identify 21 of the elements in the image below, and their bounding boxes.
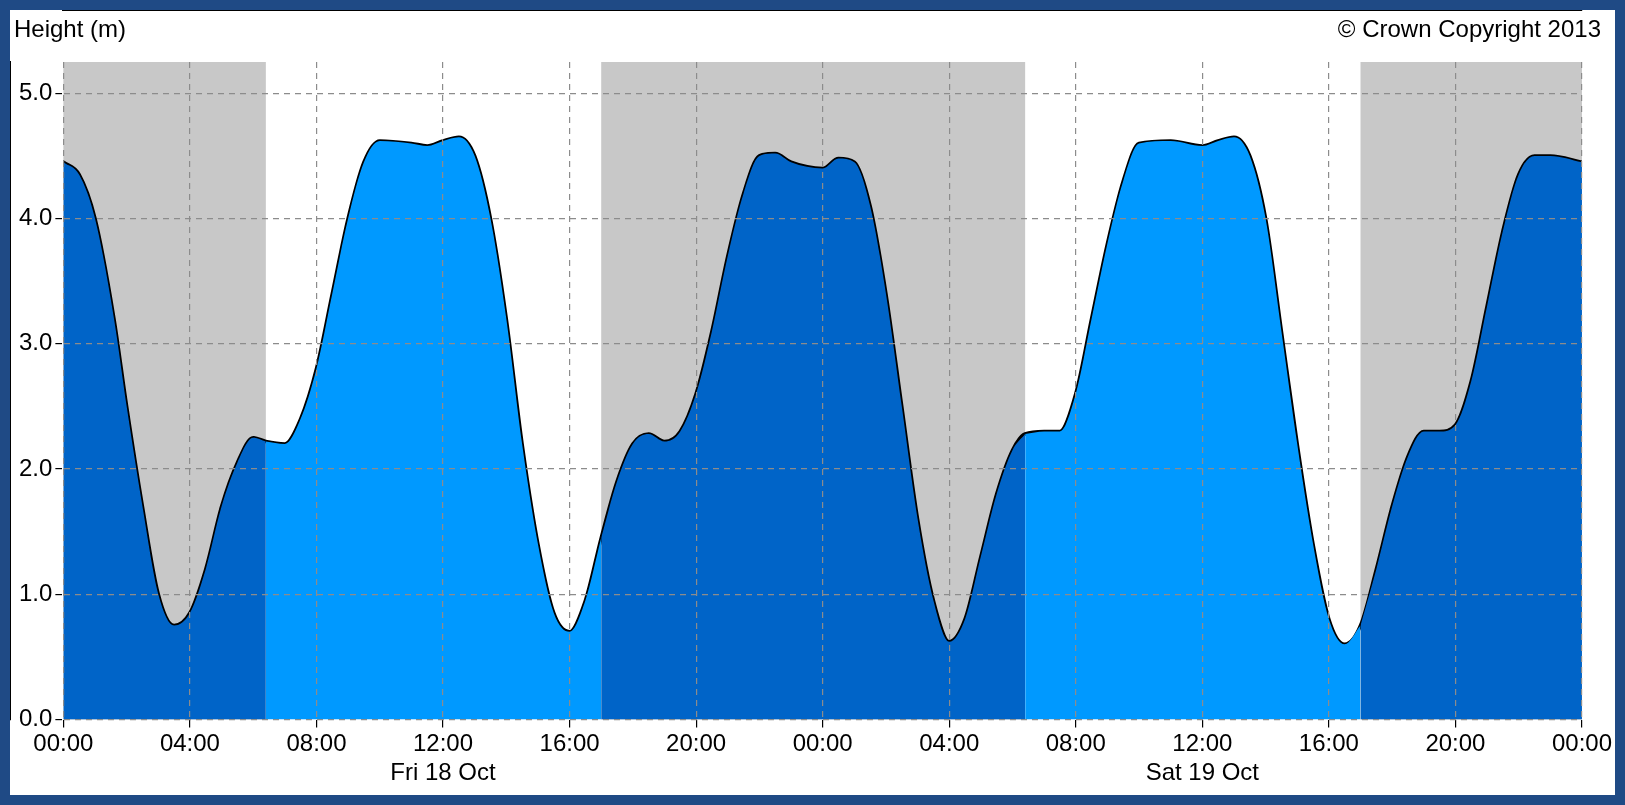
x-tick-label: 00:00	[1551, 729, 1612, 757]
y-tick-label: 1.0	[18, 578, 53, 606]
x-tick-label: 12:00 Fri 18 Oct	[390, 729, 497, 786]
y-tick-label: 2.0	[18, 453, 53, 481]
y-tick-label: 3.0	[18, 328, 53, 356]
x-tick-label: 16:00	[539, 729, 600, 757]
y-tick-label: 0.0	[18, 704, 53, 732]
text: © Crown Copyright 2013	[1337, 14, 1601, 42]
x-tick-label: 20:00	[1425, 729, 1486, 757]
x-tick-label: 04:00	[159, 729, 220, 757]
x-tick-label: 08:00	[1045, 729, 1106, 757]
x-tick-label: 20:00	[666, 729, 727, 757]
x-tick-label: 16:00	[1298, 729, 1359, 757]
x-tick-label: 00:00	[33, 729, 94, 757]
y-tick-label: 4.0	[18, 203, 53, 231]
y-axis-title: Height (m)	[14, 14, 127, 42]
x-tick-label: 12:00 Sat 19 Oct	[1145, 729, 1260, 786]
x-tick-label: 04:00	[919, 729, 980, 757]
y-tick-label: 5.0	[18, 77, 53, 105]
x-tick-label: 00:00	[792, 729, 853, 757]
x-tick-label: 08:00	[286, 729, 347, 757]
